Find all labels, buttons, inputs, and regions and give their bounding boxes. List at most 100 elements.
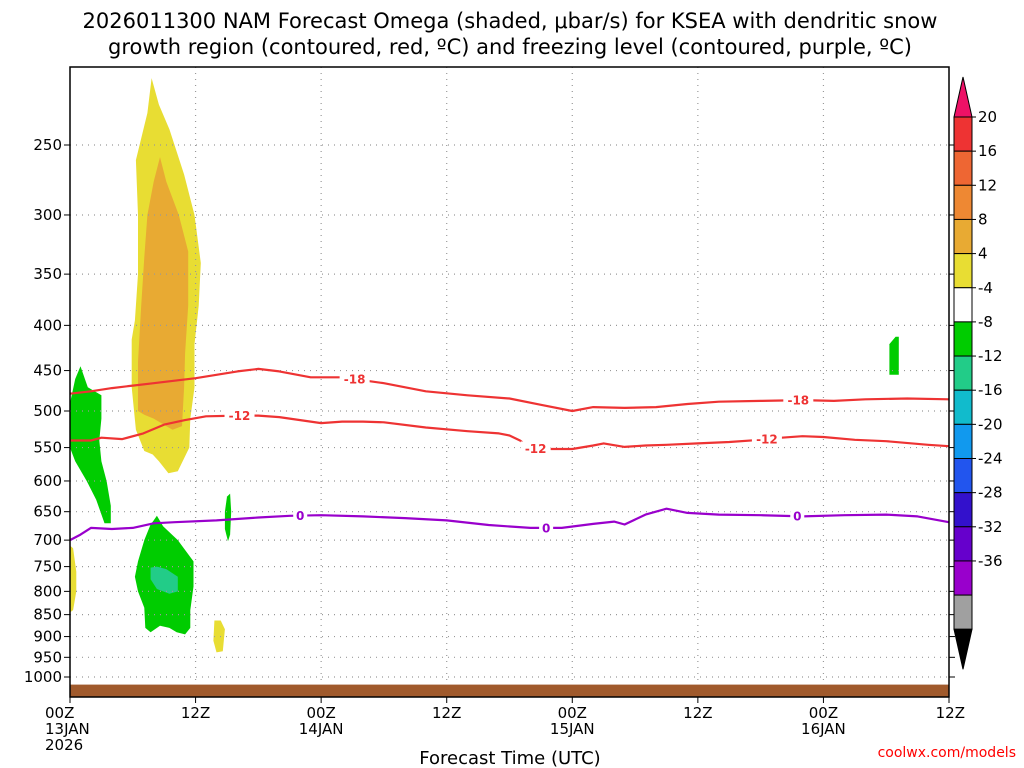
x-tick-label: 00Z — [809, 704, 838, 722]
colorbar-label: 20 — [978, 108, 997, 126]
x-tick-label: 16JAN — [801, 720, 846, 738]
y-tick-label: 400 — [33, 316, 62, 334]
colorbar-top-arrow — [953, 76, 973, 118]
minus-18-contour — [69, 367, 950, 413]
colorbar-label: -32 — [978, 518, 1003, 536]
colorbar-segment — [953, 287, 973, 323]
contour-lines: 0 0 0 -12 -12 -12 -18 -18 — [69, 367, 950, 542]
minus-12-label: -12 — [525, 442, 547, 456]
omega-green-left — [70, 366, 111, 524]
colorbar-segment — [953, 594, 973, 630]
x-tick-label: 00Z — [558, 704, 587, 722]
y-tick-label: 650 — [33, 503, 62, 521]
chart-title-line-1: 2026011300 NAM Forecast Omega (shaded, μ… — [83, 9, 938, 33]
minus-12-label: -12 — [229, 409, 251, 423]
minus-12-label-bg — [224, 408, 255, 423]
colorbar-bottom-arrow — [953, 628, 973, 670]
minus-18-label: -18 — [344, 373, 366, 387]
colorbar-label: -4 — [978, 279, 993, 297]
minus-18-label-bg — [783, 393, 814, 408]
y-tick-label: 550 — [33, 439, 62, 457]
colorbar-segment — [953, 355, 973, 391]
colorbar-segment — [953, 560, 973, 596]
y-tick-label: 600 — [33, 472, 62, 490]
y-axis: 250 300 350 400 450 500 550 600 650 700 750 800 850 9… — [24, 136, 955, 686]
x-tick-label: 00Z — [306, 704, 335, 722]
freezing-level-label-bg — [790, 509, 805, 524]
colorbar-segment — [953, 458, 973, 494]
plot-area: 0 0 0 -12 -12 -12 -18 -18 — [69, 66, 950, 698]
minus-18-label: -18 — [787, 394, 809, 408]
colorbar-segment — [953, 184, 973, 220]
y-tick-label: 850 — [33, 606, 62, 624]
colorbar-label: 8 — [978, 210, 988, 228]
colorbar-label: 4 — [978, 245, 988, 263]
colorbar-segment — [953, 218, 973, 255]
omega-yellow-low-left — [70, 545, 77, 613]
x-tick-label: 00Z — [45, 704, 74, 722]
y-tick-label: 950 — [33, 648, 62, 666]
minus-18-label-bg — [339, 372, 370, 387]
freezing-level-label: 0 — [296, 509, 304, 523]
credit-link[interactable]: coolwx.com/models — [878, 745, 1016, 761]
colorbar-segment — [953, 253, 973, 289]
x-tick-label: 2026 — [45, 736, 83, 754]
plot-frame — [69, 66, 950, 698]
colorbar-segment — [953, 526, 973, 562]
x-tick-label: 15JAN — [550, 720, 595, 738]
colorbar-label: -28 — [978, 484, 1003, 502]
chart-title-line-2: growth region (contoured, red, ºC) and f… — [108, 35, 912, 59]
freezing-level-label: 0 — [793, 510, 801, 524]
y-tick-label: 1000 — [24, 668, 62, 686]
y-tick-label: 250 — [33, 136, 62, 154]
terrain — [70, 684, 949, 697]
x-tick-label: 13JAN — [45, 720, 90, 738]
colorbar-segment — [953, 492, 973, 528]
omega-yellow-small — [213, 620, 225, 653]
minus-12-label: -12 — [756, 433, 778, 447]
freezing-level-label: 0 — [542, 521, 550, 535]
x-tick-label: 12Z — [683, 704, 712, 722]
y-tick-label: 750 — [33, 558, 62, 576]
omega-teal — [150, 566, 178, 594]
colorbar-segment — [953, 321, 973, 357]
y-tick-label: 700 — [33, 531, 62, 549]
colorbar-label: 12 — [978, 176, 997, 194]
omega-green-tiny-right — [889, 336, 899, 375]
colorbar-segment — [953, 423, 973, 460]
y-tick-label: 500 — [33, 402, 62, 420]
minus-12-label-bg — [520, 441, 551, 456]
terrain-layer — [70, 684, 949, 697]
colorbar-segment — [953, 150, 973, 186]
x-tick-label: 12Z — [181, 704, 210, 722]
colorbar-label: -24 — [978, 450, 1003, 468]
freezing-level-label-bg — [539, 520, 554, 535]
y-tick-label: 350 — [33, 265, 62, 283]
omega-green-sliver — [224, 493, 232, 542]
colorbar-label: -8 — [978, 313, 993, 331]
colorbar-label: -20 — [978, 415, 1003, 433]
colorbar-label: 16 — [978, 142, 997, 160]
colorbar-segment — [953, 116, 973, 152]
x-axis-label: Forecast Time (UTC) — [419, 748, 600, 768]
omega-orange-core — [138, 157, 189, 430]
plot-background — [70, 67, 949, 697]
colorbar-label: -16 — [978, 381, 1003, 399]
x-tick-label: 14JAN — [299, 720, 344, 738]
y-tick-label: 900 — [33, 628, 62, 646]
freezing-level-label-bg — [293, 508, 308, 523]
colorbar-label: -12 — [978, 347, 1003, 365]
colorbar-segment — [953, 389, 973, 425]
x-tick-label: 12Z — [936, 704, 965, 722]
y-tick-label: 450 — [33, 362, 62, 380]
x-tick-label: 12Z — [432, 704, 461, 722]
omega-shading-layer — [70, 78, 899, 653]
freezing-level-contour — [69, 507, 950, 542]
colorbar: 20 16 12 8 4 -4 -8 -12 -16 -20 -24 -28 -32 -36 — [953, 76, 1003, 670]
y-tick-label: 300 — [33, 206, 62, 224]
colorbar-label: -36 — [978, 552, 1003, 570]
minus-12-label-bg — [751, 432, 782, 447]
y-tick-label: 800 — [33, 582, 62, 600]
